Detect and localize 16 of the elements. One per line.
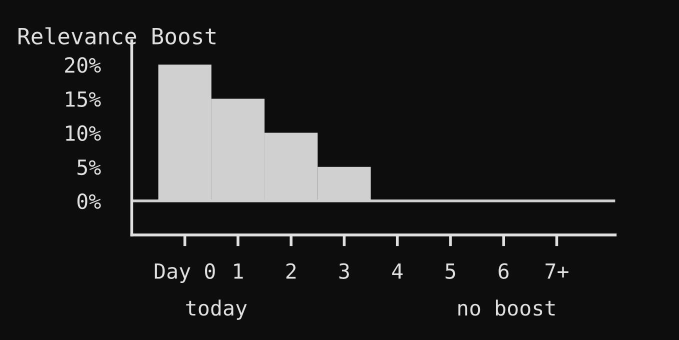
y-tick-label: 20% <box>65 57 101 73</box>
x-tick-label: 6 <box>498 263 509 279</box>
y-tick-label: 5% <box>78 160 101 176</box>
x-tick-label: 7+ <box>546 263 568 279</box>
x-tick-label: 3 <box>339 263 349 279</box>
chart-title: Relevance Boost <box>18 27 216 45</box>
x-tick-label: 4 <box>392 263 403 279</box>
y-tick-label: 15% <box>66 91 101 107</box>
y-tick-label: 10% <box>66 125 101 142</box>
x-tick-label: 2 <box>286 263 296 279</box>
text: today <box>186 300 247 320</box>
text: no boost <box>458 300 555 316</box>
x-tick-label: 5 <box>446 263 456 279</box>
x-tick-label: 1 <box>234 263 243 279</box>
y-tick-label: 0% <box>77 193 101 210</box>
x-tick-label: Day 0 <box>154 263 215 283</box>
